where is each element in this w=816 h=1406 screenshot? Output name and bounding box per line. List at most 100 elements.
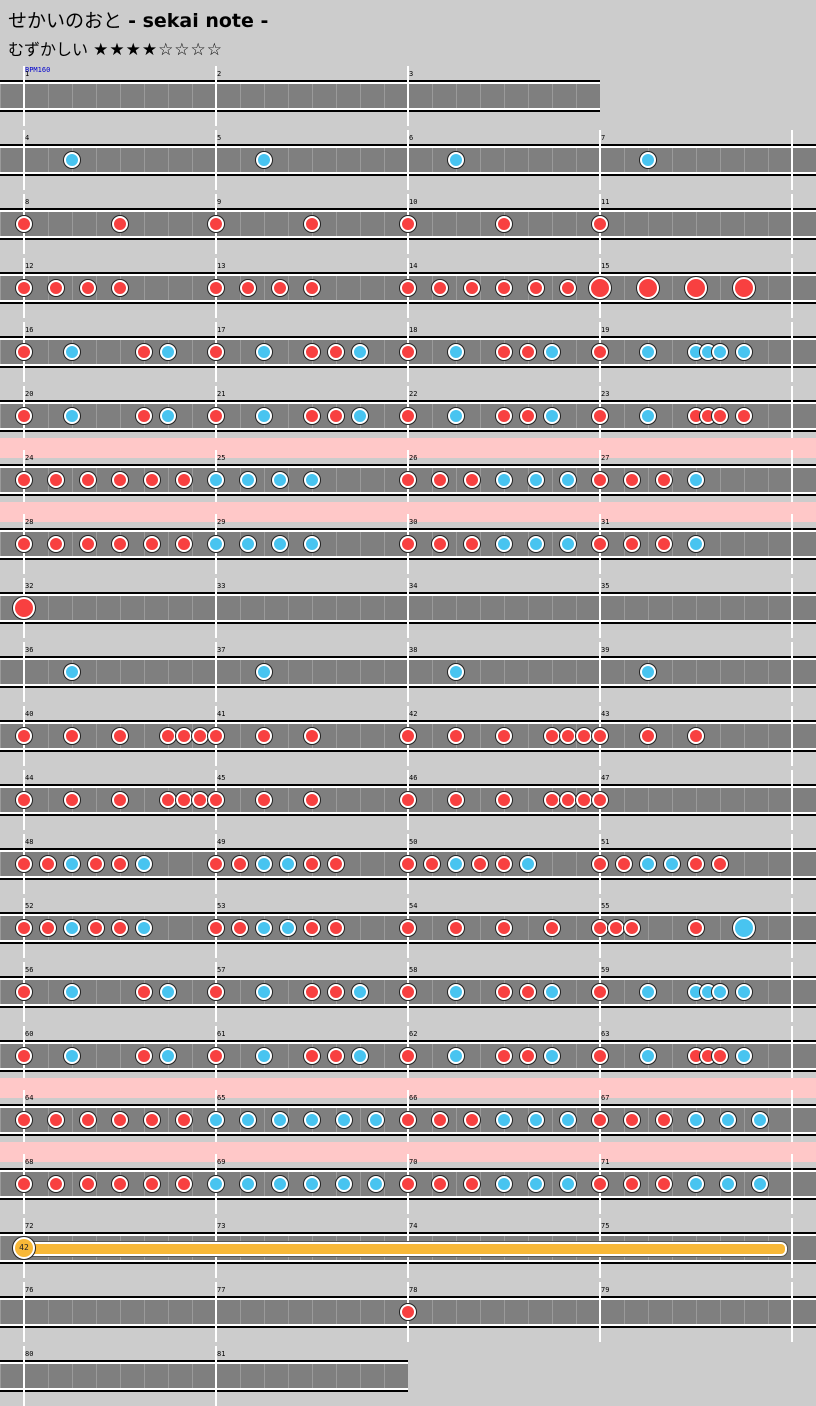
don-note (592, 1048, 608, 1064)
measure-number: 45 (217, 774, 226, 782)
measure-number: 52 (25, 902, 34, 910)
don-note (448, 792, 464, 808)
don-note (400, 984, 416, 1000)
beat-line (336, 276, 337, 300)
beat-line (240, 404, 241, 428)
ka-note (256, 984, 272, 1000)
beat-line (384, 1108, 385, 1132)
beat-line (264, 1364, 265, 1388)
beat-line (672, 1300, 673, 1324)
beat-line (384, 212, 385, 236)
beat-line (384, 1172, 385, 1196)
beat-line (48, 84, 49, 108)
ka-note (272, 1176, 289, 1192)
don-note (272, 280, 289, 296)
ka-note (719, 1176, 736, 1192)
beat-line (576, 212, 577, 236)
don-note (208, 856, 224, 872)
measure-number: 67 (601, 1094, 610, 1102)
beat-line (72, 84, 73, 108)
beat-line (528, 1300, 529, 1324)
beat-line (0, 148, 1, 172)
ka-note (544, 1048, 560, 1064)
don-note (176, 1176, 193, 1192)
beat-line (672, 532, 673, 556)
don-note (544, 920, 560, 936)
measure-number: 9 (217, 198, 222, 206)
beat-line (0, 212, 1, 236)
ka-note (136, 856, 152, 872)
beat-line (744, 788, 745, 812)
big-don-note (733, 277, 755, 299)
don-note (400, 280, 416, 296)
don-note (80, 536, 97, 552)
measure-line (215, 1282, 217, 1342)
ka-note (368, 1112, 385, 1128)
beat-line (72, 1364, 73, 1388)
don-note (256, 792, 272, 808)
don-note (464, 280, 481, 296)
don-note (496, 1048, 512, 1064)
beat-line (192, 340, 193, 364)
measure-line (791, 130, 793, 190)
beat-line (168, 468, 169, 492)
measure-number: 29 (217, 518, 226, 526)
beat-line (480, 148, 481, 172)
ka-note (160, 1048, 176, 1064)
beat-line (552, 1108, 553, 1132)
beat-line (360, 660, 361, 684)
beat-line (384, 1044, 385, 1068)
beat-line (0, 660, 1, 684)
measure-number: 41 (217, 710, 226, 718)
beat-line (120, 596, 121, 620)
ka-note (280, 920, 296, 936)
measure-number: 22 (409, 390, 418, 398)
beat-line (96, 1300, 97, 1324)
measure-number: 66 (409, 1094, 418, 1102)
don-note (176, 792, 193, 808)
don-note (232, 856, 248, 872)
don-note (208, 216, 224, 232)
measure-line (791, 962, 793, 1022)
don-note (239, 280, 256, 296)
beat-line (360, 276, 361, 300)
don-note (464, 536, 481, 552)
ka-note (272, 472, 289, 488)
beat-line (768, 340, 769, 364)
beat-line (168, 596, 169, 620)
measure-line (407, 578, 409, 638)
don-note (431, 536, 448, 552)
beat-line (432, 724, 433, 748)
measure-line (23, 1282, 25, 1342)
measure-number: 64 (25, 1094, 34, 1102)
don-note (400, 1112, 416, 1128)
ka-note (239, 1112, 256, 1128)
beat-line (696, 148, 697, 172)
balloon-roll (24, 1241, 788, 1257)
beat-line (624, 980, 625, 1004)
beat-line (96, 276, 97, 300)
beat-line (360, 1300, 361, 1324)
difficulty-label: むずかしい (8, 40, 89, 59)
measure-line (407, 66, 409, 126)
beat-line (504, 596, 505, 620)
don-note (16, 920, 32, 936)
beat-line (72, 212, 73, 236)
ka-note (208, 536, 224, 552)
beat-line (288, 276, 289, 300)
beat-line (480, 916, 481, 940)
beat-line (648, 532, 649, 556)
beat-line (360, 1108, 361, 1132)
measure-number: 16 (25, 326, 34, 334)
don-note (592, 216, 608, 232)
beat-line (768, 916, 769, 940)
measure-line (791, 450, 793, 510)
beat-line (768, 724, 769, 748)
beat-line (624, 404, 625, 428)
beat-line (96, 980, 97, 1004)
beat-line (744, 148, 745, 172)
beat-line (48, 980, 49, 1004)
ka-note (64, 408, 80, 424)
don-note (592, 856, 608, 872)
beat-line (480, 596, 481, 620)
